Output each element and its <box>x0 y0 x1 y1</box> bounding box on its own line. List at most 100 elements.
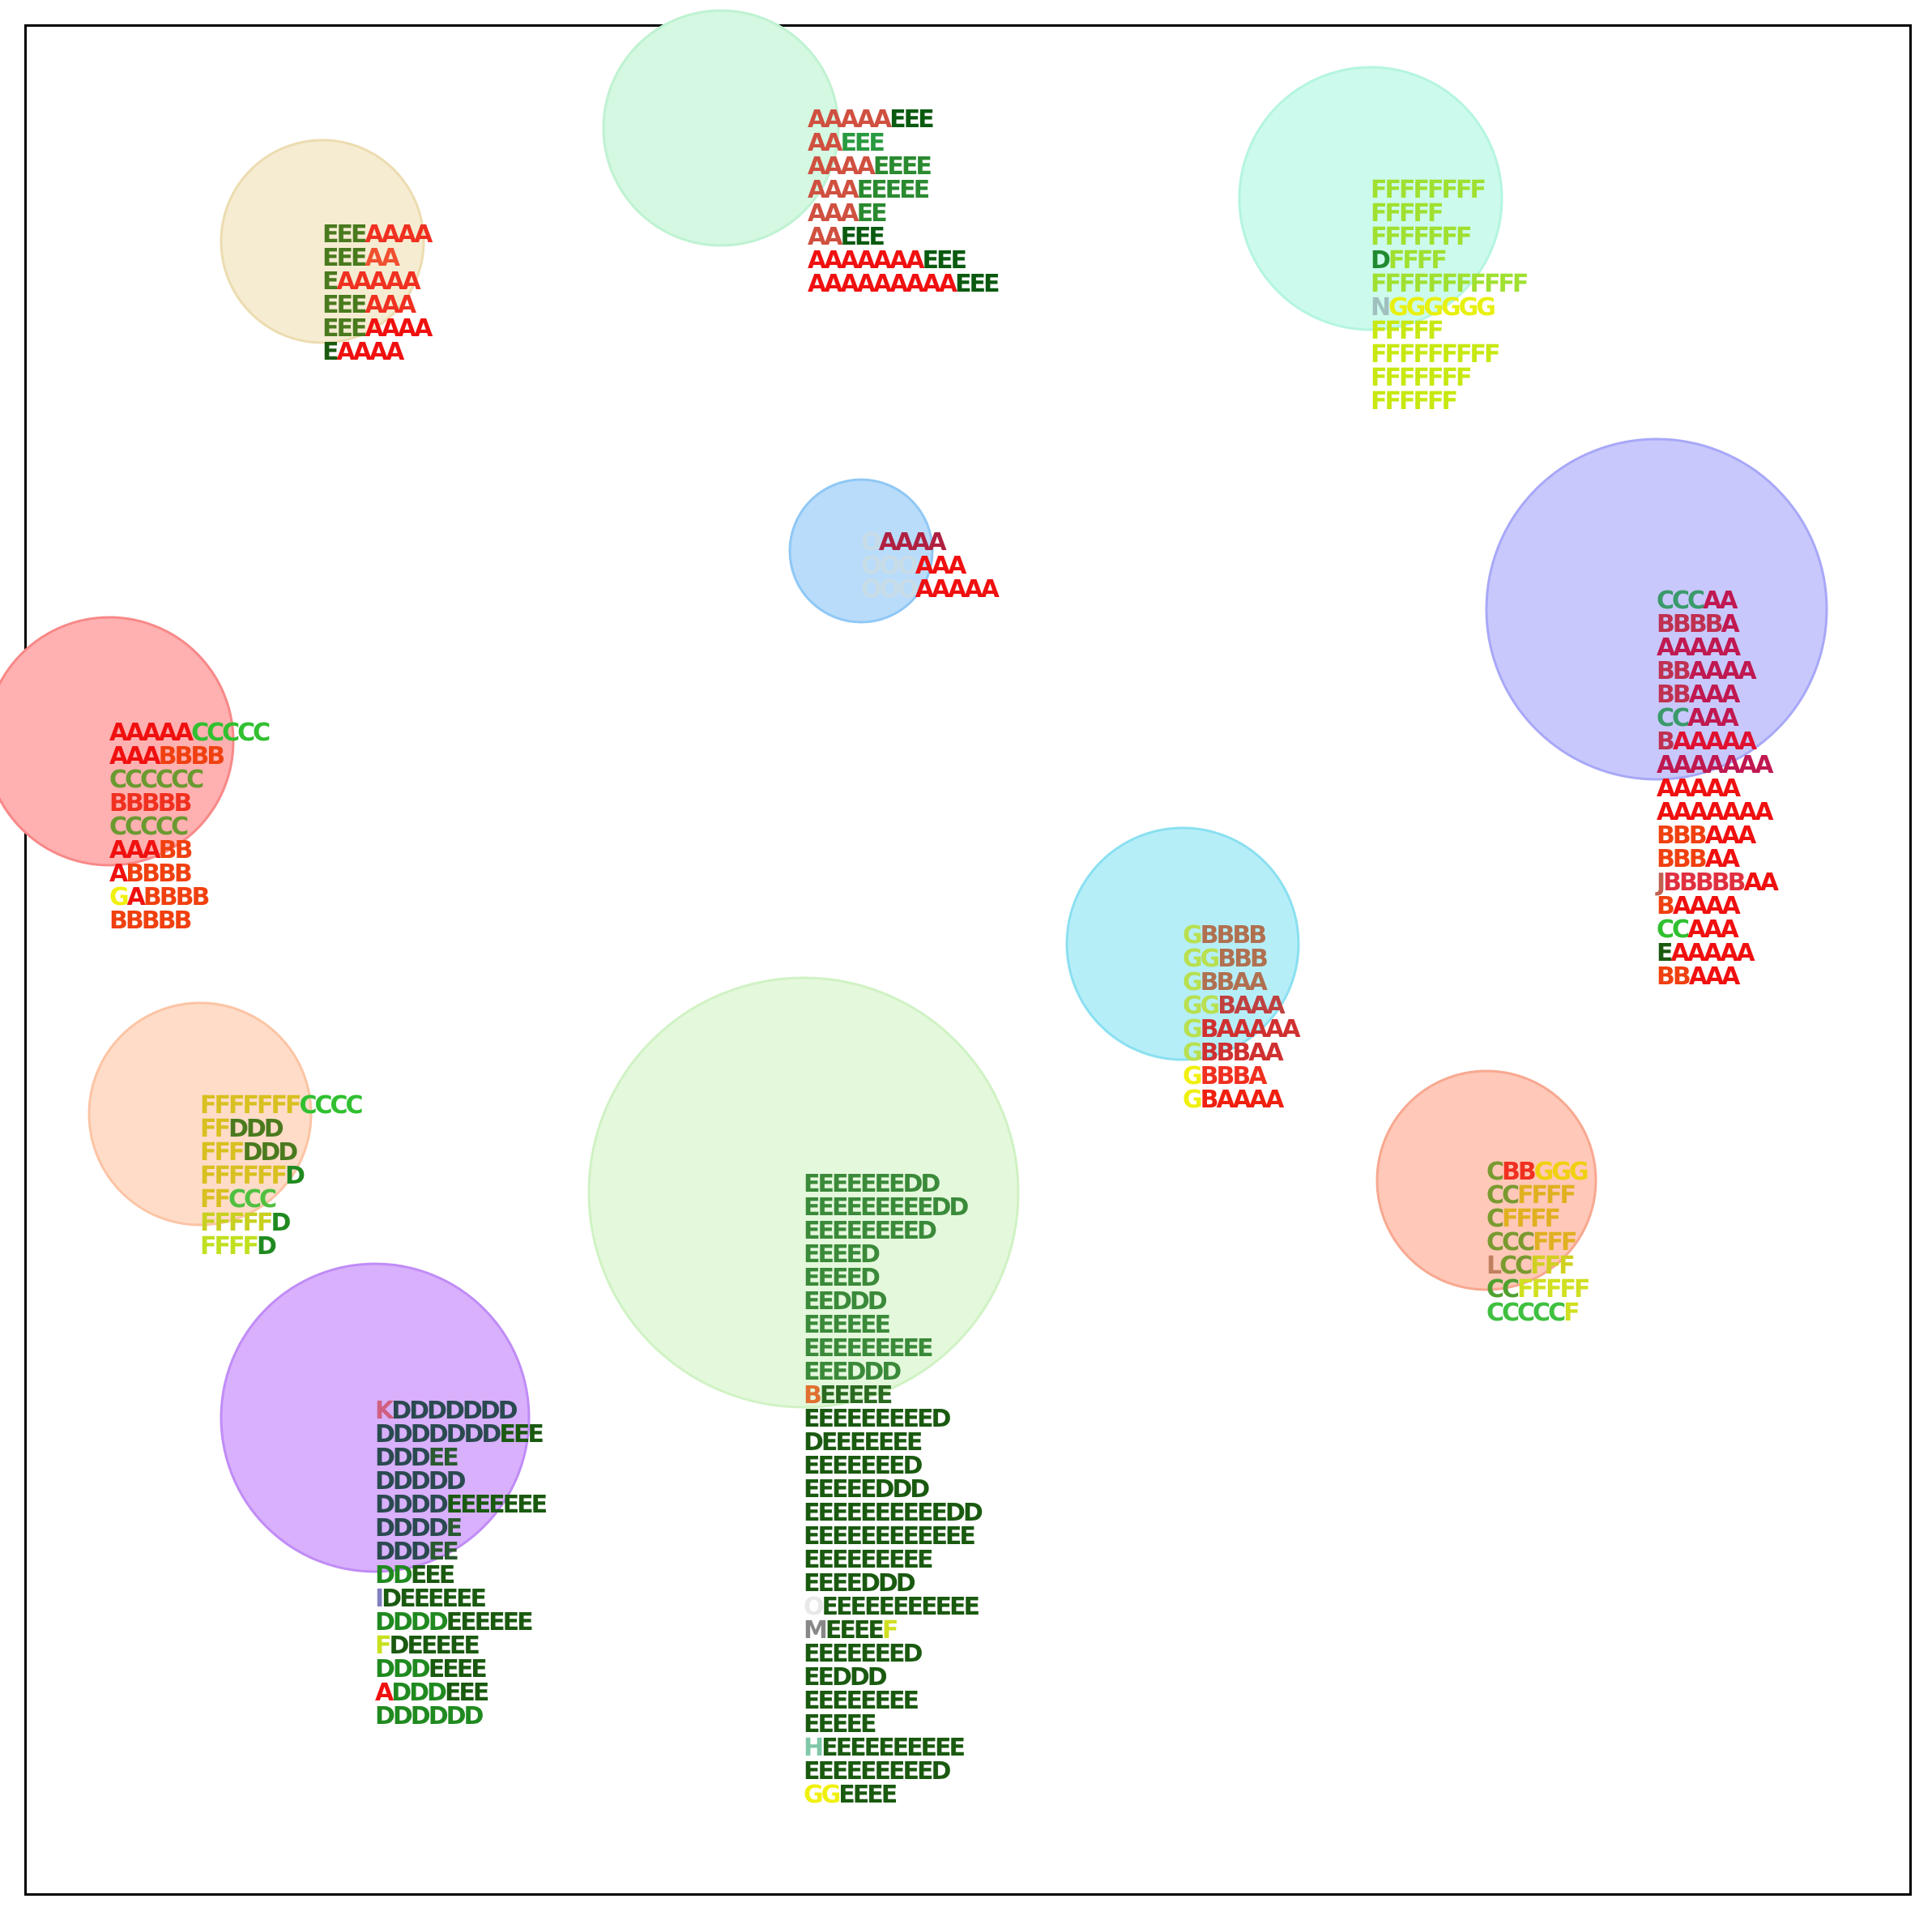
label-segment: CCCCC <box>1486 1299 1566 1327</box>
label-line: BAAAA <box>1657 894 1776 919</box>
label-segment: EEEEEEEE <box>804 1687 919 1715</box>
label-segment: DDD <box>375 1655 431 1683</box>
label-line: KDDDDDDD <box>375 1399 545 1423</box>
label-line: AAAEE <box>808 199 997 228</box>
label-segment: DDD <box>375 1538 431 1566</box>
label-segment: AAA <box>808 199 859 228</box>
label-line: EEEEEE <box>804 1313 981 1338</box>
label-segment: EEE <box>322 314 368 343</box>
label-line: HEEEEEEEEEE <box>804 1736 981 1760</box>
label-segment: O <box>861 528 881 557</box>
label-segment: O <box>804 1593 824 1621</box>
label-segment: DDD <box>242 1138 298 1167</box>
label-line: EEEEEEEED <box>804 1219 981 1244</box>
label-segment: EE <box>428 1444 459 1472</box>
label-line: CCAAA <box>1657 704 1776 732</box>
label-line: GABBBB <box>109 885 268 910</box>
label-line: FFFFFFFFF <box>1371 343 1526 367</box>
label-line: EAAAA <box>322 338 430 366</box>
label-segment: EEEEEEED <box>804 1452 923 1480</box>
label-segment: EEE <box>922 246 968 275</box>
label-segment: FFFFF <box>1371 317 1444 345</box>
label-segment: DDDDD <box>375 1467 467 1495</box>
label-line: OOOAAA <box>861 554 997 578</box>
label-segment: AAA <box>1687 704 1739 732</box>
label-segment: BB <box>1657 962 1691 991</box>
label-line: GBAAAAA <box>1183 1015 1301 1043</box>
label-segment: BB <box>1502 1158 1537 1186</box>
label-line: AAAAAEEE <box>808 105 997 134</box>
label-line: NGGGGGG <box>1371 293 1526 322</box>
label-segment: EEE <box>322 244 368 272</box>
label-line: BBBAA <box>1657 847 1776 872</box>
label-line: EEEAAAA <box>322 223 433 247</box>
label-line: DDDDDD <box>375 1705 545 1729</box>
label-line: OAAAA <box>861 528 997 557</box>
label-segment: FFFFFFFFFFF <box>1371 270 1529 298</box>
label-line: AAABBBB <box>109 745 268 769</box>
label-line: DDEEE <box>375 1564 545 1588</box>
label-segment: AAAA <box>336 338 405 366</box>
label-segment: G <box>1183 921 1203 949</box>
label-segment: BBAA <box>1200 968 1268 996</box>
label-segment: AAA <box>1688 962 1741 991</box>
label-segment: FFFF <box>1388 246 1448 275</box>
label-segment: AA <box>1703 587 1738 615</box>
label-segment: AAAAA <box>336 267 421 296</box>
label-segment: EEE <box>954 270 1000 298</box>
label-line: BBAAA <box>1657 683 1776 707</box>
label-line: CCCCCF <box>1486 1301 1589 1325</box>
label-line: FFCCC <box>200 1188 361 1212</box>
label-line: GBBBA <box>1183 1065 1299 1089</box>
label-segment: FFFF <box>200 1232 259 1261</box>
label-segment: DEEEEEE <box>382 1585 487 1613</box>
label-line: AAAEEEEE <box>808 178 997 203</box>
label-segment: FFFFFFF <box>1371 223 1472 251</box>
label-segment: N <box>1371 293 1391 322</box>
label-line: EEDDD <box>804 1290 981 1314</box>
label-segment: BB <box>158 836 194 864</box>
label-segment: CCC <box>1486 1228 1535 1257</box>
label-segment: EEE <box>444 1679 490 1707</box>
label-segment: EEEEEEEEEEEE <box>804 1522 976 1551</box>
label-line: FFDDD <box>200 1117 361 1141</box>
label-segment: GGG <box>1533 1158 1589 1186</box>
label-line: CCCCCC <box>109 768 268 792</box>
label-segment: EEE <box>889 105 935 134</box>
label-line: GBBBAA <box>1183 1041 1299 1065</box>
label-segment: EEEE <box>872 152 932 181</box>
label-segment: G <box>1183 968 1203 996</box>
label-segment: DDDD <box>375 1608 449 1636</box>
label-segment: E <box>322 338 339 366</box>
label-line: FFFFFD <box>200 1211 361 1235</box>
label-segment: FFFF <box>1517 1181 1576 1210</box>
circle-peach <box>87 1001 313 1227</box>
label-line: EEEAAA <box>322 293 430 318</box>
circle-cream <box>220 139 425 344</box>
label-line: FFFFFFF <box>1371 223 1526 251</box>
label-segment: AAA <box>1687 915 1739 944</box>
label-segment: EEEEEEEEE <box>804 1546 933 1574</box>
label-line: ABBBB <box>109 862 268 886</box>
label-segment: F <box>881 1616 898 1645</box>
label-line: CCCCC <box>109 813 268 841</box>
label-cluster-green-big: EEEEEEEDD EEEEEEEEEDD EEEEEEEED EEEED EEEED E… <box>804 1170 983 1807</box>
label-segment: BBB <box>1657 821 1708 850</box>
label-segment: DDDD <box>375 1514 449 1542</box>
label-segment: AA <box>808 223 842 251</box>
label-segment: EEEEEEEEEE <box>821 1734 966 1762</box>
circle-salmon <box>1375 1069 1597 1291</box>
label-line: AAABB <box>109 836 268 864</box>
label-segment: BBBB <box>1200 921 1267 949</box>
label-segment: G <box>1183 1015 1203 1043</box>
label-line: FFFFFFD <box>200 1164 361 1188</box>
label-segment: EEEEEEEDD <box>804 1170 940 1198</box>
label-line: EEEEEEEEE <box>804 1337 981 1361</box>
label-segment: AAAAAAAAA <box>808 270 957 298</box>
label-line: FFFFFF <box>1371 390 1526 414</box>
label-segment: L <box>1486 1252 1502 1280</box>
label-segment: CCCCC <box>109 813 189 841</box>
label-cluster-red-left: AAAAACCCCC AAABBBB CCCCCC BBBBB CCCCC AAABB AB… <box>109 721 271 933</box>
label-line: AAAAEEEE <box>808 152 997 181</box>
label-segment: H <box>804 1734 824 1762</box>
